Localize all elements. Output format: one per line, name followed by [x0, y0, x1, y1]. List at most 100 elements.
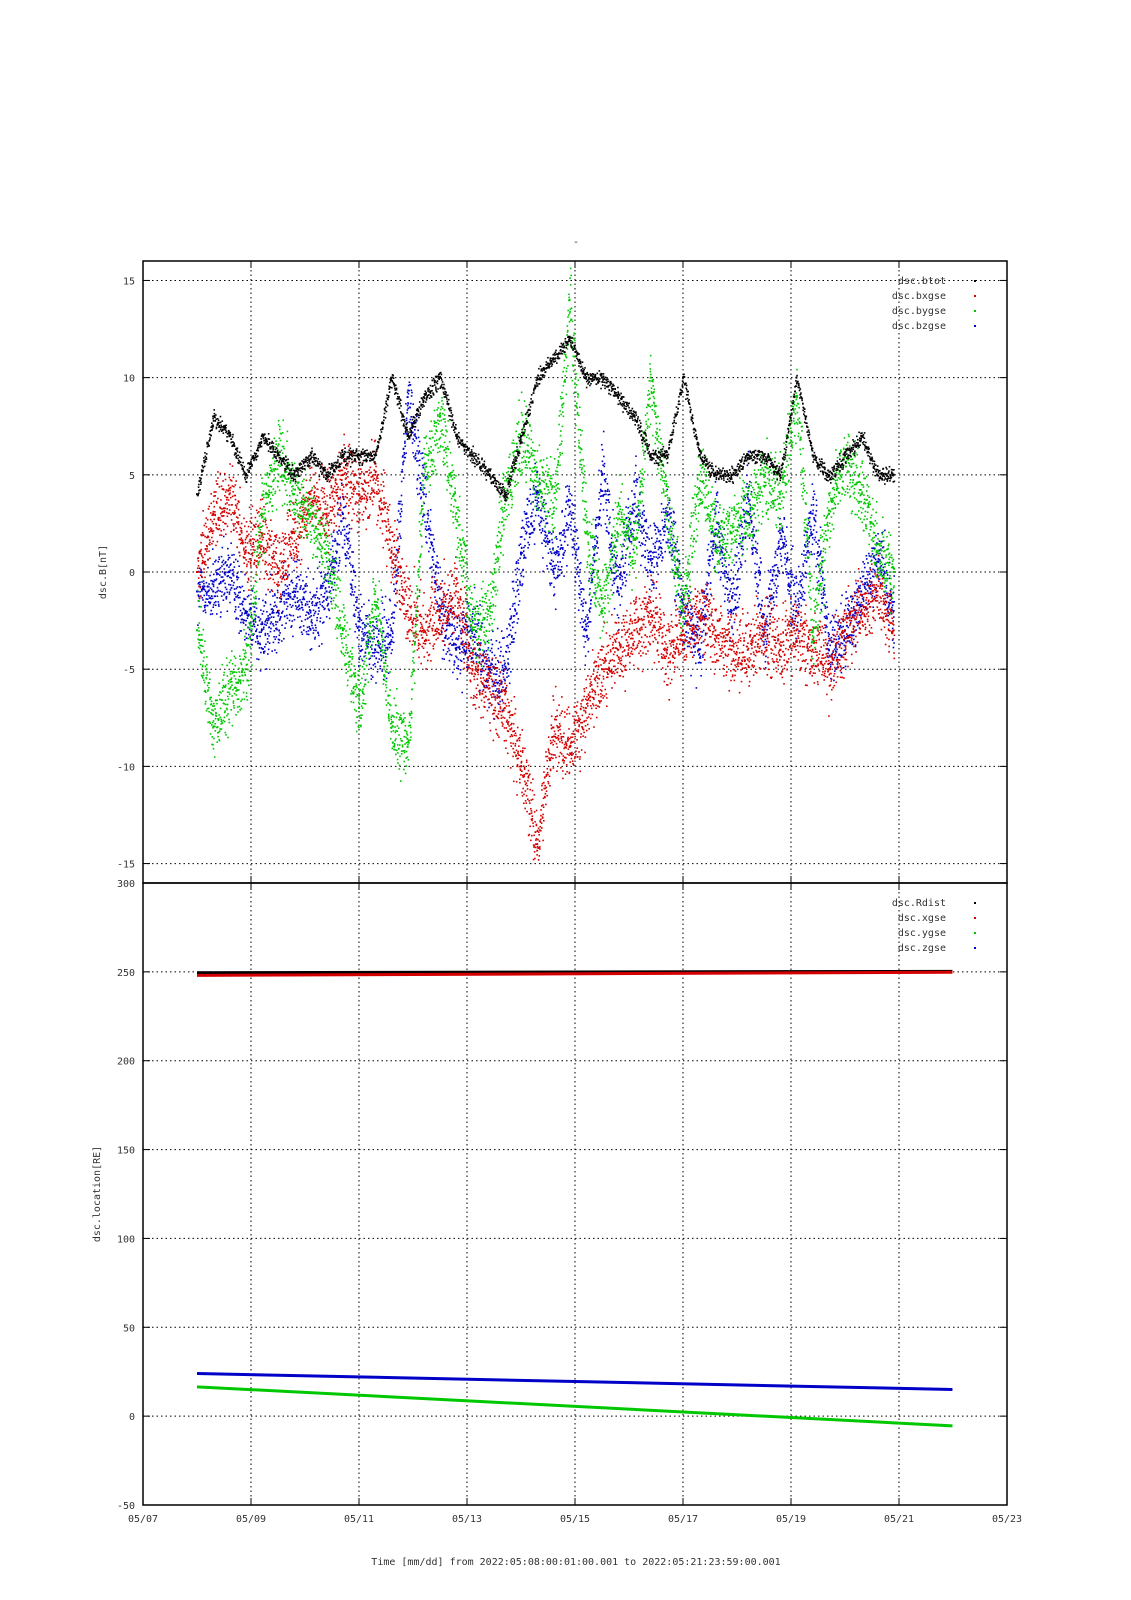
data-point: [742, 498, 745, 501]
data-point: [584, 620, 586, 622]
data-point: [212, 500, 215, 503]
data-point: [315, 602, 317, 605]
data-point: [457, 667, 460, 670]
data-point: [882, 566, 885, 569]
data-point: [429, 567, 431, 570]
data-point: [852, 634, 855, 637]
data-point: [516, 578, 519, 581]
data-point: [570, 514, 573, 516]
data-point: [302, 494, 305, 497]
data-point: [388, 598, 391, 601]
data-point: [649, 569, 651, 572]
data-point: [294, 595, 296, 598]
data-point: [458, 645, 461, 648]
data-point: [253, 525, 256, 527]
data-point: [840, 642, 842, 644]
data-point: [567, 526, 570, 529]
data-point: [669, 516, 672, 518]
data-point: [306, 585, 308, 587]
data-point: [623, 571, 625, 573]
data-point: [702, 609, 705, 612]
data-point: [632, 535, 634, 538]
data-point: [306, 603, 309, 606]
data-point: [448, 624, 450, 627]
data-point: [310, 501, 313, 503]
data-point: [197, 571, 200, 573]
data-point: [721, 546, 723, 548]
data-point: [205, 592, 208, 595]
data-point: [319, 533, 322, 536]
data-point: [261, 534, 264, 536]
data-point: [352, 569, 355, 572]
data-point: [351, 492, 353, 495]
data-point: [315, 629, 317, 632]
data-point: [360, 482, 363, 485]
data-point: [845, 615, 848, 617]
data-point: [467, 631, 469, 634]
data-point: [564, 549, 566, 552]
data-point: [548, 541, 551, 543]
data-point: [214, 513, 216, 516]
data-point: [466, 666, 469, 668]
data-point: [521, 583, 524, 585]
data-point: [798, 590, 801, 592]
data-point: [510, 617, 512, 620]
data-point: [616, 586, 619, 588]
data-point: [230, 586, 233, 589]
data-point: [499, 695, 501, 698]
data-point: [627, 563, 630, 566]
data-point: [205, 598, 208, 600]
data-point: [241, 585, 244, 588]
data-point: [680, 613, 682, 615]
data-point: [265, 619, 267, 622]
data-point: [360, 619, 363, 621]
data-point: [345, 477, 347, 479]
data-point: [229, 589, 232, 591]
data-point: [304, 585, 307, 588]
data-point: [236, 502, 239, 505]
data-point: [424, 521, 426, 523]
data-point: [813, 490, 815, 493]
data-point: [225, 533, 227, 536]
data-point: [691, 605, 693, 608]
data-point: [684, 612, 686, 614]
data-point: [711, 540, 714, 542]
data-point: [355, 606, 358, 609]
data-point: [487, 647, 490, 649]
data-point: [303, 523, 306, 526]
data-point: [863, 583, 865, 586]
data-point: [313, 612, 316, 615]
data-point: [654, 545, 656, 548]
data-point: [291, 542, 294, 545]
data-point: [737, 567, 740, 570]
data-point: [702, 615, 705, 617]
data-point: [203, 553, 206, 556]
data-point: [543, 539, 545, 542]
data-point: [273, 558, 275, 561]
data-point: [881, 556, 883, 559]
data-point: [274, 594, 276, 597]
data-point: [249, 636, 251, 638]
data-point: [343, 473, 346, 475]
data-point: [562, 534, 565, 536]
data-point: [326, 468, 329, 471]
data-point: [371, 624, 374, 627]
data-point: [490, 639, 493, 641]
data-point: [289, 603, 291, 606]
data-point: [572, 504, 575, 506]
data-point: [506, 644, 509, 647]
data-point: [332, 589, 335, 591]
data-point: [356, 480, 358, 483]
data-point: [362, 462, 364, 464]
data-point: [589, 588, 591, 590]
data-point: [760, 603, 763, 606]
data-point: [480, 663, 482, 666]
data-point: [543, 510, 546, 513]
data-point: [228, 487, 231, 490]
data-point: [426, 542, 428, 544]
data-point: [507, 662, 509, 664]
data-point: [251, 643, 253, 646]
data-point: [264, 634, 267, 637]
data-point: [420, 496, 423, 499]
data-point: [691, 612, 694, 615]
